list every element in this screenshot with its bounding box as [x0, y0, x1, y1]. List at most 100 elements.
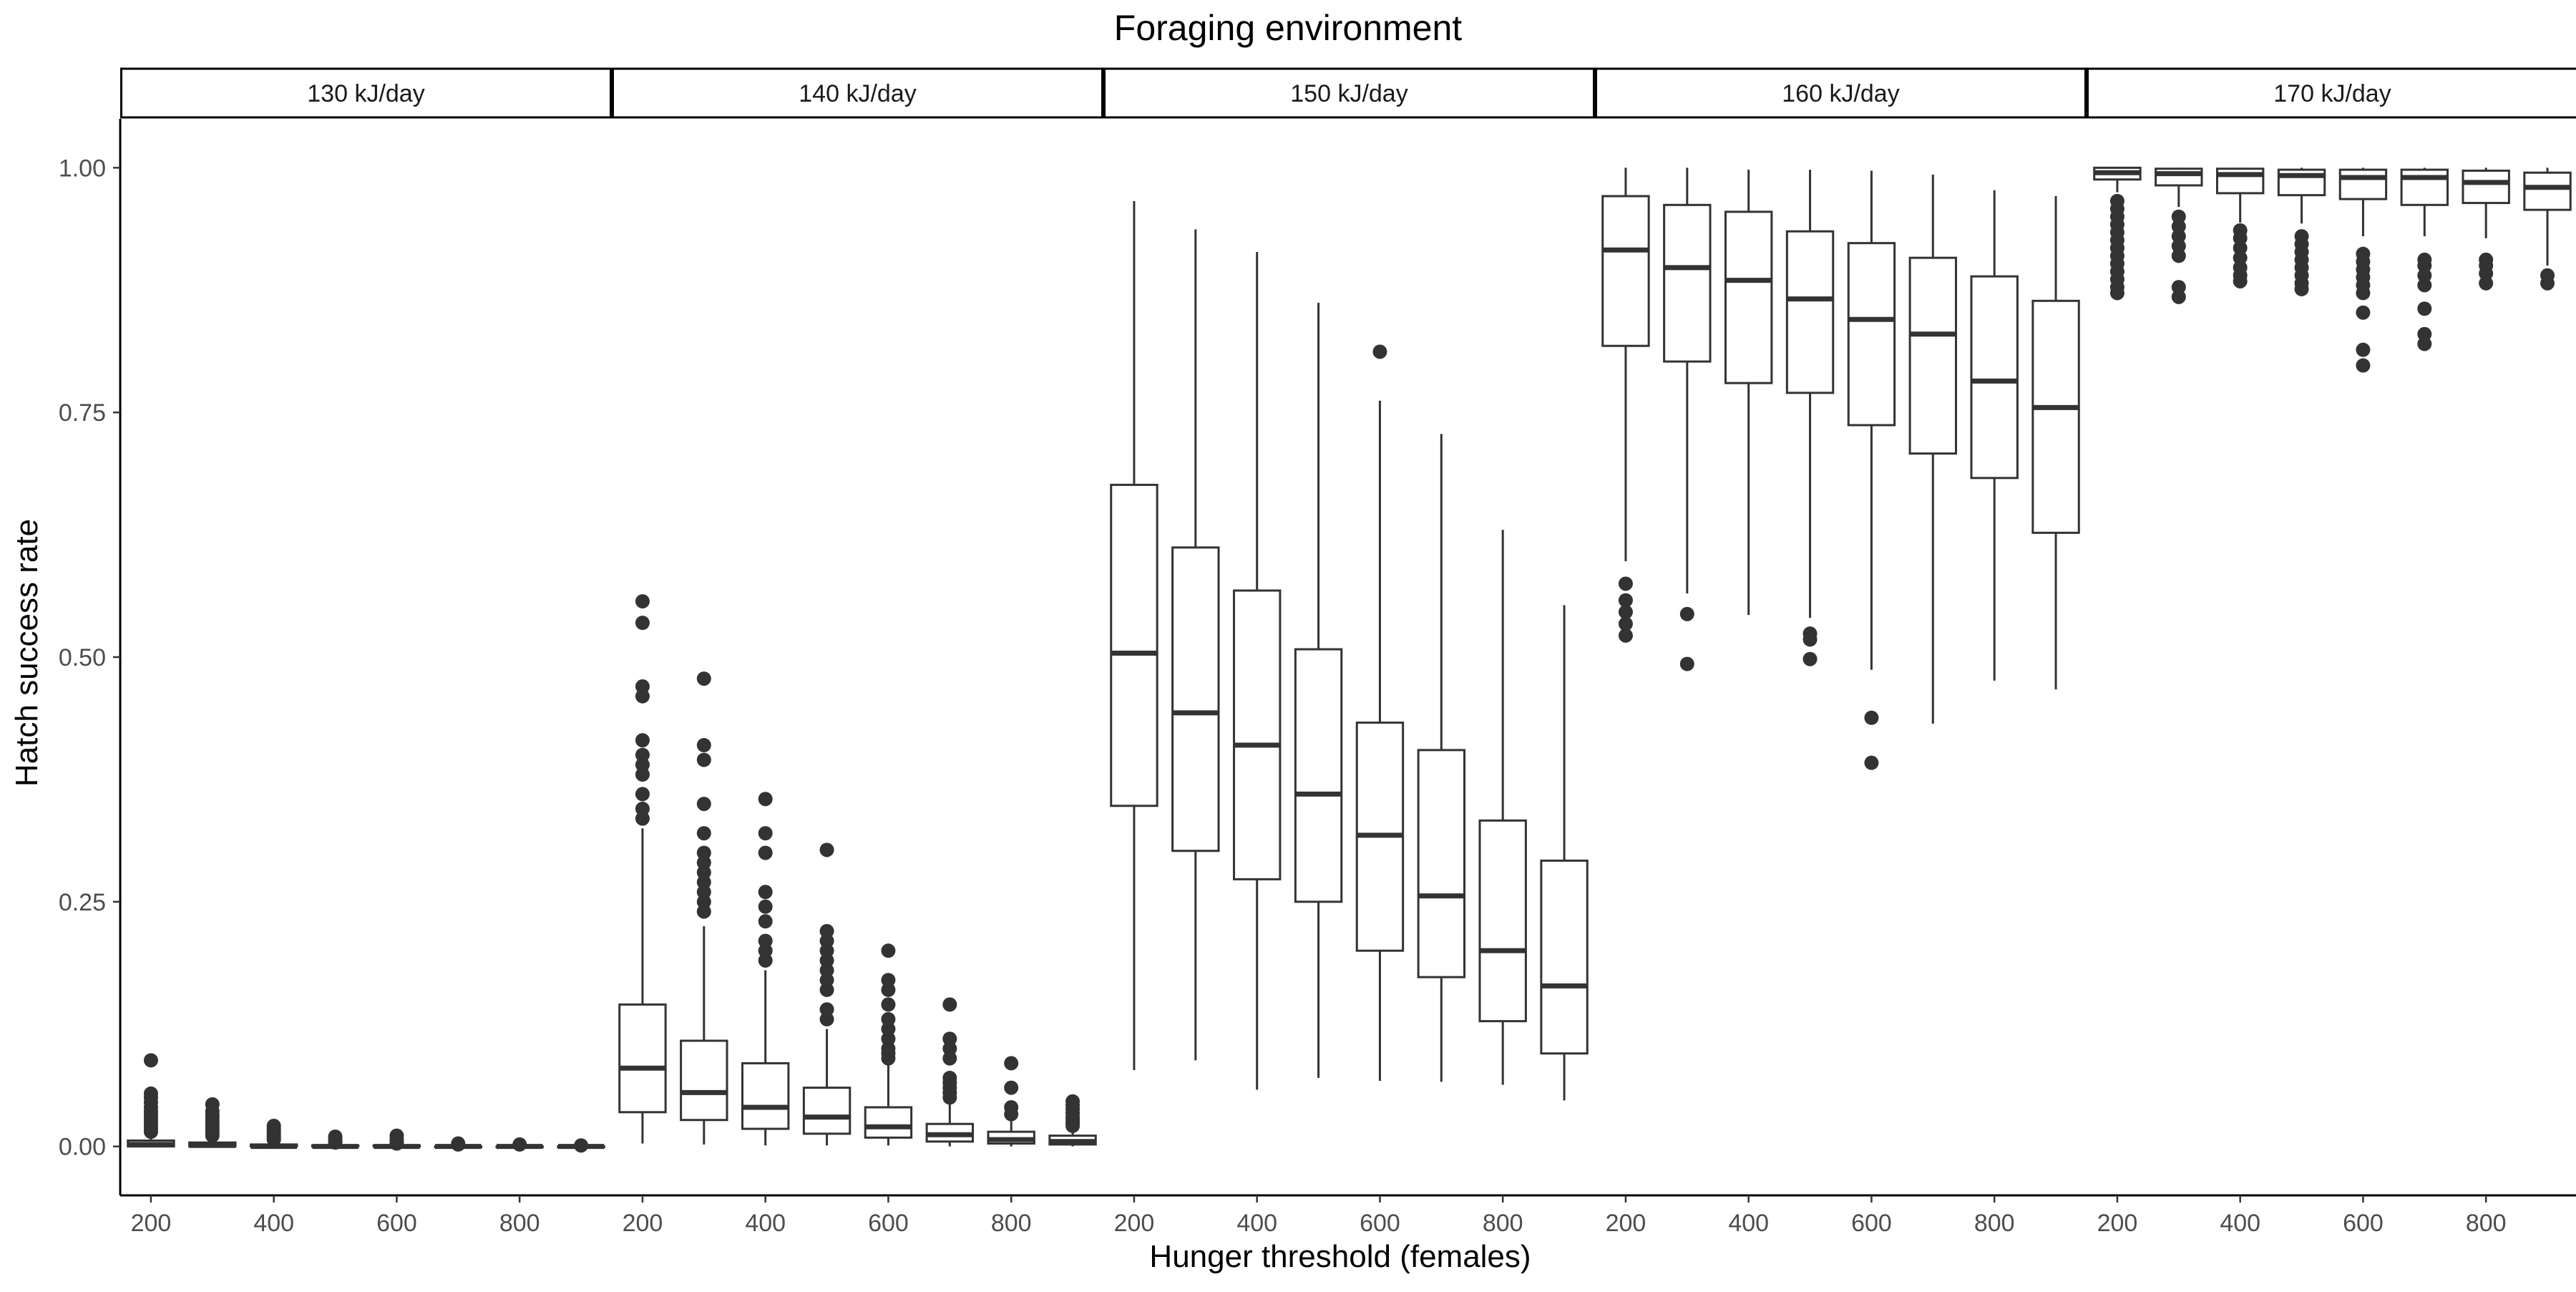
outlier-point — [758, 845, 773, 860]
box — [2033, 196, 2079, 689]
x-tick-label: 800 — [499, 1210, 540, 1237]
box-iqr — [1480, 820, 1526, 1021]
box — [497, 1137, 542, 1152]
outlier-point — [2356, 343, 2370, 357]
outlier-point — [942, 997, 957, 1011]
box — [1541, 606, 1587, 1101]
outlier-point — [1619, 593, 1633, 608]
outlier-point — [881, 997, 895, 1011]
outlier-point — [881, 973, 895, 987]
box — [190, 1097, 235, 1147]
box — [927, 997, 972, 1146]
outlier-point — [697, 797, 711, 811]
outlier-point — [574, 1138, 588, 1152]
box — [1357, 344, 1402, 1081]
outlier-point — [451, 1137, 465, 1151]
box — [1173, 230, 1219, 1061]
outlier-point — [1864, 756, 1878, 770]
box — [2340, 167, 2386, 372]
y-tick-label: 0.75 — [59, 399, 106, 427]
box — [1664, 167, 1710, 671]
box — [435, 1137, 481, 1152]
outlier-point — [2172, 210, 2186, 224]
x-tick-label: 400 — [745, 1210, 786, 1237]
outlier-point — [205, 1097, 220, 1112]
box-iqr — [1418, 750, 1464, 977]
box — [1910, 175, 1956, 724]
box — [2401, 167, 2447, 351]
box — [804, 842, 849, 1145]
outlier-point — [758, 934, 773, 948]
outlier-point — [1372, 344, 1387, 359]
box — [1725, 170, 1771, 615]
box-iqr — [1541, 860, 1587, 1053]
box — [1787, 170, 1833, 666]
outlier-point — [881, 1012, 895, 1026]
outlier-point — [1004, 1100, 1018, 1114]
outlier-point — [389, 1129, 404, 1143]
y-tick-label: 0.00 — [59, 1134, 106, 1161]
outlier-point — [820, 1002, 834, 1016]
box-iqr — [804, 1088, 849, 1134]
box — [374, 1129, 419, 1151]
box-iqr — [1725, 212, 1771, 383]
outlier-point — [2356, 247, 2370, 261]
outlier-point — [1680, 657, 1694, 671]
x-tick-label: 600 — [1851, 1210, 1892, 1237]
outlier-point — [1004, 1081, 1018, 1095]
outlier-point — [697, 845, 711, 860]
box-iqr — [1848, 243, 1894, 425]
box — [2278, 167, 2324, 296]
box-iqr — [2524, 173, 2570, 210]
outlier-point — [2417, 253, 2431, 267]
box-iqr — [620, 1004, 665, 1112]
box — [2524, 167, 2570, 290]
y-tick-label: 0.50 — [59, 644, 106, 671]
box-iqr — [2033, 301, 2079, 533]
box-iqr — [742, 1063, 788, 1129]
box — [1111, 201, 1157, 1070]
y-axis-label: Hatch success rate — [9, 519, 44, 787]
x-tick-label: 800 — [1974, 1210, 2015, 1237]
box — [128, 1053, 174, 1146]
outlier-point — [635, 733, 650, 747]
x-tick-label: 600 — [376, 1210, 417, 1237]
facet-strip-label: 140 kJ/day — [799, 80, 916, 107]
box — [312, 1130, 358, 1150]
box-iqr — [1111, 485, 1157, 805]
box-iqr — [2463, 170, 2509, 203]
outlier-point — [697, 738, 711, 752]
box-iqr — [1664, 205, 1710, 361]
outlier-point — [1803, 652, 1818, 666]
outlier-point — [758, 792, 773, 806]
outlier-point — [820, 924, 834, 938]
x-tick-label: 200 — [2097, 1210, 2138, 1237]
outlier-point — [2540, 268, 2555, 283]
outlier-point — [758, 914, 773, 928]
box — [2217, 167, 2263, 288]
x-tick-label: 400 — [1236, 1210, 1277, 1237]
box — [2094, 167, 2140, 300]
box-iqr — [681, 1041, 727, 1120]
outlier-point — [1065, 1094, 1080, 1109]
box — [1971, 190, 2017, 681]
x-tick-label: 400 — [1728, 1210, 1769, 1237]
box — [1295, 303, 1341, 1078]
box — [2156, 167, 2202, 303]
box-iqr — [1787, 231, 1833, 393]
box — [742, 792, 788, 1145]
outlier-point — [758, 900, 773, 914]
box — [1603, 167, 1649, 643]
box — [250, 1119, 296, 1147]
box-iqr — [1971, 276, 2017, 478]
outlier-point — [1803, 626, 1818, 641]
x-tick-label: 400 — [253, 1210, 294, 1237]
outlier-point — [2172, 280, 2186, 294]
outlier-point — [2295, 229, 2309, 243]
box-iqr — [1295, 649, 1341, 902]
